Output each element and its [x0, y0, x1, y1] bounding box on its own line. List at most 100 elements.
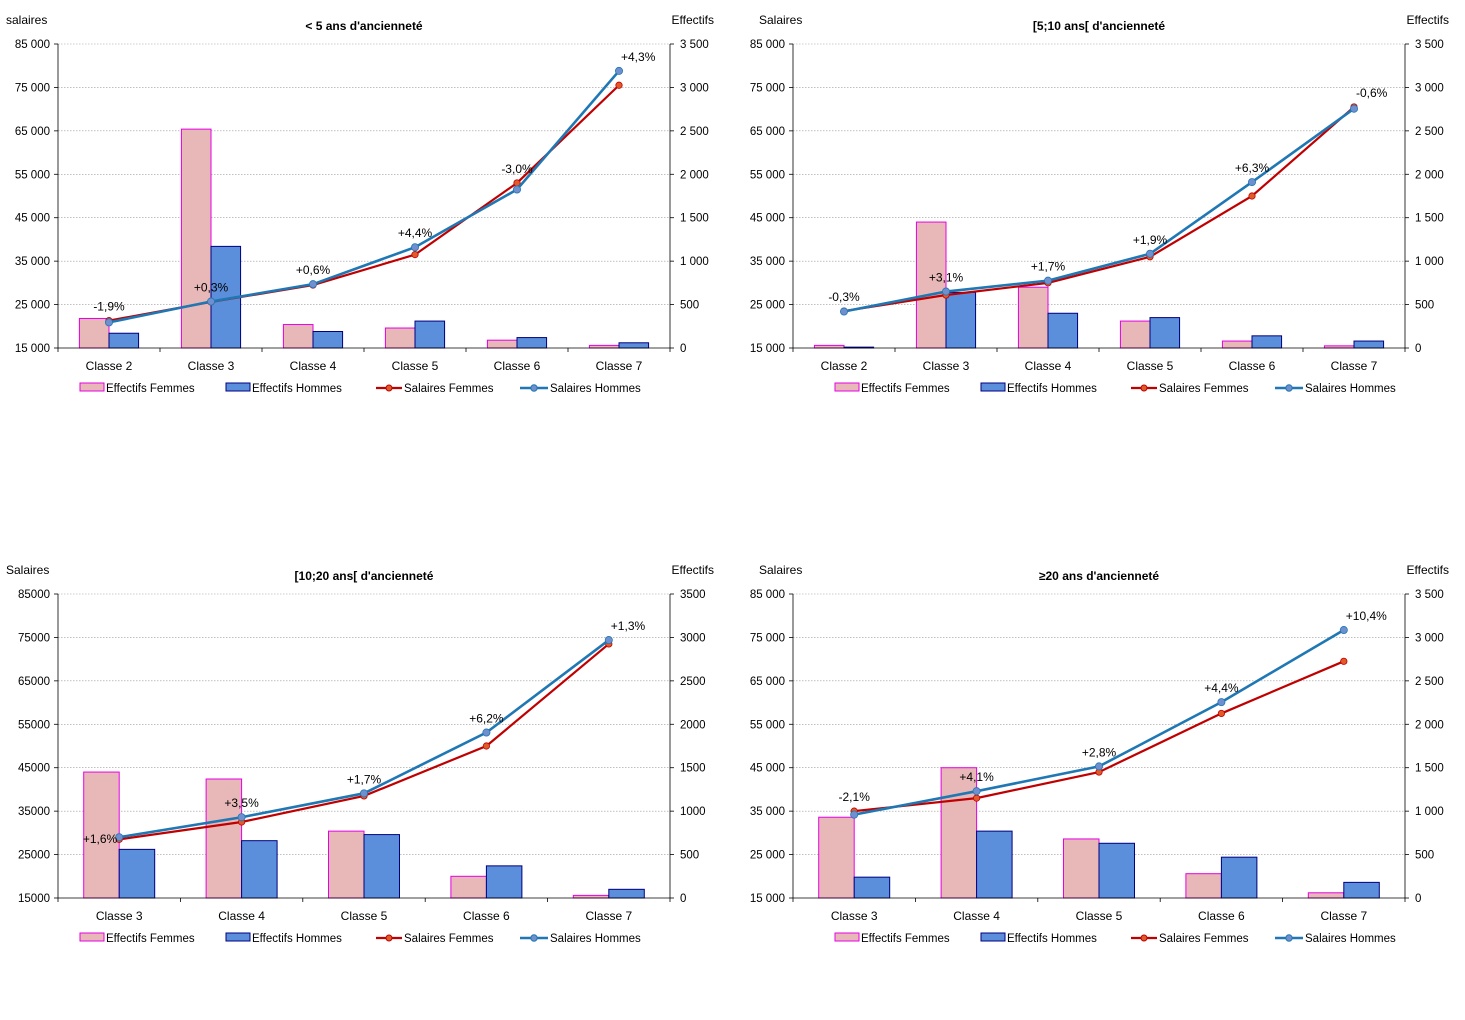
- annotation-ecart: +0,6%: [296, 263, 331, 277]
- bar-effectifs-femmes: [78, 317, 110, 349]
- legend-marker-salaires-femmes: [1140, 934, 1148, 942]
- line-salaires-femmes: [843, 106, 1355, 313]
- annotation-ecart: +6,3%: [1235, 161, 1270, 175]
- x-tick-label: Classe 4: [218, 909, 265, 923]
- y2-tick-label: 500: [680, 300, 699, 312]
- y-tick-label: 85000: [18, 589, 50, 601]
- y-tick-label: 65 000: [750, 126, 785, 138]
- point-salaires-hommes: [941, 287, 950, 296]
- point-salaires-hommes: [359, 789, 368, 798]
- bar-effectifs-hommes: [241, 840, 278, 899]
- y2-tick-label: 1500: [680, 763, 706, 775]
- y2-tick-label: 3000: [680, 632, 706, 644]
- x-tick-label: Classe 4: [953, 909, 1000, 923]
- legend-marker-salaires-hommes: [1285, 934, 1293, 942]
- y2-tick-label: 1 500: [1415, 763, 1444, 775]
- bar-effectifs-hommes: [516, 337, 548, 349]
- legend-label-salaires-femmes: Salaires Femmes: [404, 383, 494, 395]
- legend-label-salaires-hommes: Salaires Hommes: [1305, 383, 1396, 395]
- line-salaires-hommes: [108, 70, 620, 324]
- y-tick-label: 65 000: [750, 676, 785, 688]
- annotation-ecart: +3,5%: [224, 796, 259, 810]
- point-salaires-femmes: [615, 81, 623, 89]
- bar-effectifs-femmes: [282, 324, 314, 349]
- point-salaires-hommes: [1339, 626, 1348, 635]
- bar-effectifs-hommes: [118, 848, 156, 899]
- y-tick-label: 85 000: [15, 39, 50, 51]
- bar-effectifs-hommes: [976, 830, 1013, 899]
- chart-anciennete-moins-5: 15 000 0 25 000 500 35 000 1 000 45 000 1 500 55…: [0, 0, 730, 470]
- bar-effectifs-hommes: [608, 888, 645, 899]
- y-axis-label: salaires: [6, 13, 47, 27]
- point-salaires-hommes: [850, 810, 859, 819]
- bar-effectifs-hommes: [1343, 881, 1380, 899]
- chart-title: [5;10 ans[ d'ancienneté: [1033, 19, 1166, 33]
- point-salaires-hommes: [206, 297, 215, 306]
- y2-tick-label: 1 000: [680, 256, 709, 268]
- legend-swatch-effectifs-femmes: [79, 932, 105, 942]
- legend-label-effectifs-femmes: Effectifs Femmes: [106, 933, 195, 945]
- y-tick-label: 35000: [18, 806, 50, 818]
- x-tick-label: Classe 2: [86, 359, 133, 373]
- legend-label-effectifs-femmes: Effectifs Femmes: [861, 383, 950, 395]
- y-tick-label: 85 000: [750, 39, 785, 51]
- annotation-ecart: +10,4%: [1346, 609, 1387, 623]
- y-tick-label: 25 000: [750, 850, 785, 862]
- y-tick-label: 75 000: [15, 82, 50, 94]
- x-tick-label: Classe 6: [1198, 909, 1245, 923]
- y-tick-label: 55 000: [15, 169, 50, 181]
- y-tick-label: 75 000: [750, 82, 785, 94]
- point-salaires-hommes: [1217, 698, 1226, 707]
- point-salaires-hommes: [1248, 178, 1257, 187]
- line-salaires-hommes: [853, 628, 1345, 816]
- bar-effectifs-femmes: [486, 339, 518, 349]
- point-salaires-hommes: [237, 813, 246, 822]
- bar-effectifs-hommes: [414, 320, 446, 349]
- legend-label-salaires-femmes: Salaires Femmes: [404, 933, 494, 945]
- bar-effectifs-hommes: [312, 330, 344, 349]
- y2-tick-label: 2 500: [680, 126, 709, 138]
- y-tick-label: 45 000: [750, 763, 785, 775]
- bar-effectifs-femmes: [328, 830, 365, 899]
- chart-anciennete-20-plus: 15 000 0 25 000 500 35 000 1 000 45 000 1 500 55…: [735, 550, 1465, 1020]
- chart-svg: 15 000 0 25 000 500 35 000 1 000 45 000 1 500 55…: [750, 563, 1449, 945]
- y-axis-label: Salaires: [759, 13, 802, 27]
- y-tick-label: 55 000: [750, 719, 785, 731]
- y2-tick-label: 2 500: [1415, 126, 1444, 138]
- y-tick-label: 25 000: [750, 300, 785, 312]
- y2-tick-label: 0: [680, 893, 686, 905]
- legend-marker-salaires-femmes: [1140, 384, 1148, 392]
- x-tick-label: Classe 3: [96, 909, 143, 923]
- bar-effectifs-hommes: [1251, 335, 1283, 349]
- y2-tick-label: 500: [1415, 300, 1434, 312]
- legend-label-effectifs-hommes: Effectifs Hommes: [1007, 933, 1097, 945]
- x-tick-label: Classe 3: [831, 909, 878, 923]
- legend-label-effectifs-femmes: Effectifs Femmes: [106, 383, 195, 395]
- bar-effectifs-femmes: [450, 875, 487, 899]
- x-tick-label: Classe 5: [392, 359, 439, 373]
- y2-tick-label: 2 000: [680, 169, 709, 181]
- y2-tick-label: 1000: [680, 806, 706, 818]
- legend-marker-salaires-femmes: [385, 384, 393, 392]
- point-salaires-hommes: [115, 833, 124, 842]
- y2-tick-label: 500: [1415, 850, 1434, 862]
- y-tick-label: 75000: [18, 632, 50, 644]
- point-salaires-femmes: [973, 794, 981, 802]
- annotation-ecart: +1,6%: [83, 832, 118, 846]
- annotation-ecart: +4,4%: [398, 226, 433, 240]
- bar-effectifs-femmes: [915, 221, 947, 349]
- line-salaires-hommes: [118, 638, 610, 839]
- y2-tick-label: 3 500: [1415, 39, 1444, 51]
- y-tick-label: 45 000: [750, 213, 785, 225]
- point-salaires-femmes: [411, 251, 419, 259]
- annotation-ecart: +1,9%: [1133, 233, 1168, 247]
- y2-tick-label: 3 500: [1415, 589, 1444, 601]
- legend-swatch-effectifs-femmes: [834, 382, 860, 392]
- y-tick-label: 65 000: [15, 126, 50, 138]
- y2-tick-label: 1 500: [680, 213, 709, 225]
- bar-effectifs-hommes: [1220, 856, 1258, 899]
- y2-tick-label: 2 000: [1415, 169, 1444, 181]
- chart-title: ≥20 ans d'ancienneté: [1039, 569, 1159, 583]
- legend-marker-salaires-hommes: [530, 384, 538, 392]
- annotation-ecart: +0,3%: [194, 281, 229, 295]
